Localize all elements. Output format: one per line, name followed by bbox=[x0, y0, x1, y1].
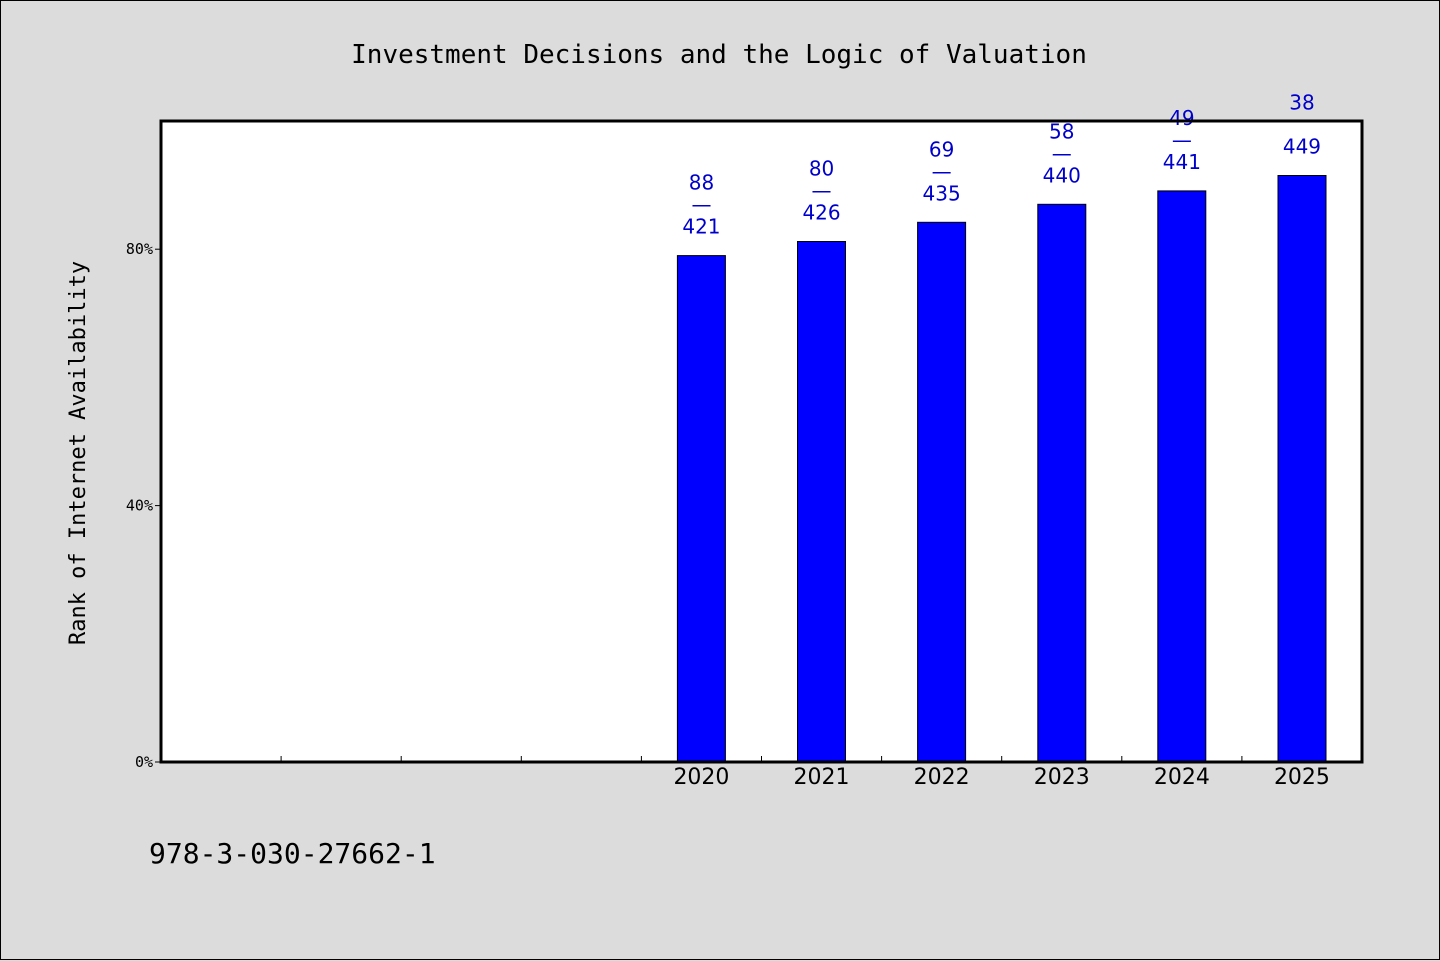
x-tick-label-2024: 2024 bbox=[1154, 765, 1210, 790]
data-label-2024-1: 49 bbox=[1169, 106, 1194, 130]
data-label-2022-2: — bbox=[932, 159, 952, 183]
data-label-2021-3: 426 bbox=[802, 201, 840, 225]
data-label-2025-3: 449 bbox=[1283, 135, 1321, 159]
x-tick-label-2023: 2023 bbox=[1034, 765, 1090, 790]
data-label-2022-1: 69 bbox=[929, 137, 954, 161]
bar-2024 bbox=[1157, 190, 1207, 763]
bar-2023 bbox=[1037, 203, 1087, 763]
bar-2022 bbox=[917, 221, 967, 763]
data-label-2023-1: 58 bbox=[1049, 119, 1074, 143]
isbn-text: 978-3-030-27662-1 bbox=[149, 837, 436, 870]
bars bbox=[676, 175, 1327, 763]
y-axis-label: Rank of Internet Availability bbox=[66, 261, 91, 645]
x-tick-label-2025: 2025 bbox=[1274, 765, 1330, 790]
data-label-2024-3: 441 bbox=[1163, 150, 1201, 174]
data-label-2020-2: — bbox=[691, 193, 711, 217]
data-label-2021-1: 80 bbox=[809, 157, 834, 181]
bar-2020 bbox=[676, 255, 726, 763]
bar-2021 bbox=[797, 241, 846, 763]
data-label-2025-1: 38 bbox=[1289, 91, 1314, 115]
y-tick-label: 80% bbox=[126, 240, 153, 258]
x-axis-ticks: 2020 2021 2022 2023 2024 2025 bbox=[280, 756, 1330, 790]
x-tick-label-2022: 2022 bbox=[914, 765, 970, 790]
y-tick-label: 40% bbox=[126, 497, 153, 515]
chart-title: Investment Decisions and the Logic of Va… bbox=[351, 40, 1087, 70]
data-label-2021-2: — bbox=[812, 179, 832, 203]
data-label-2024-2: — bbox=[1172, 128, 1192, 152]
y-axis-ticks: 0% 40% 80% bbox=[126, 240, 161, 771]
data-label-2020-3: 421 bbox=[682, 215, 720, 239]
y-tick-label: 0% bbox=[135, 753, 153, 771]
data-label-2022-3: 435 bbox=[923, 181, 961, 205]
data-label-2020-1: 88 bbox=[689, 171, 714, 195]
data-label-2023-3: 440 bbox=[1043, 163, 1081, 187]
x-tick-label-2020: 2020 bbox=[673, 765, 729, 790]
x-tick-label-2021: 2021 bbox=[794, 765, 850, 790]
data-label-2023-2: — bbox=[1052, 141, 1072, 165]
bar-2025 bbox=[1277, 175, 1327, 763]
